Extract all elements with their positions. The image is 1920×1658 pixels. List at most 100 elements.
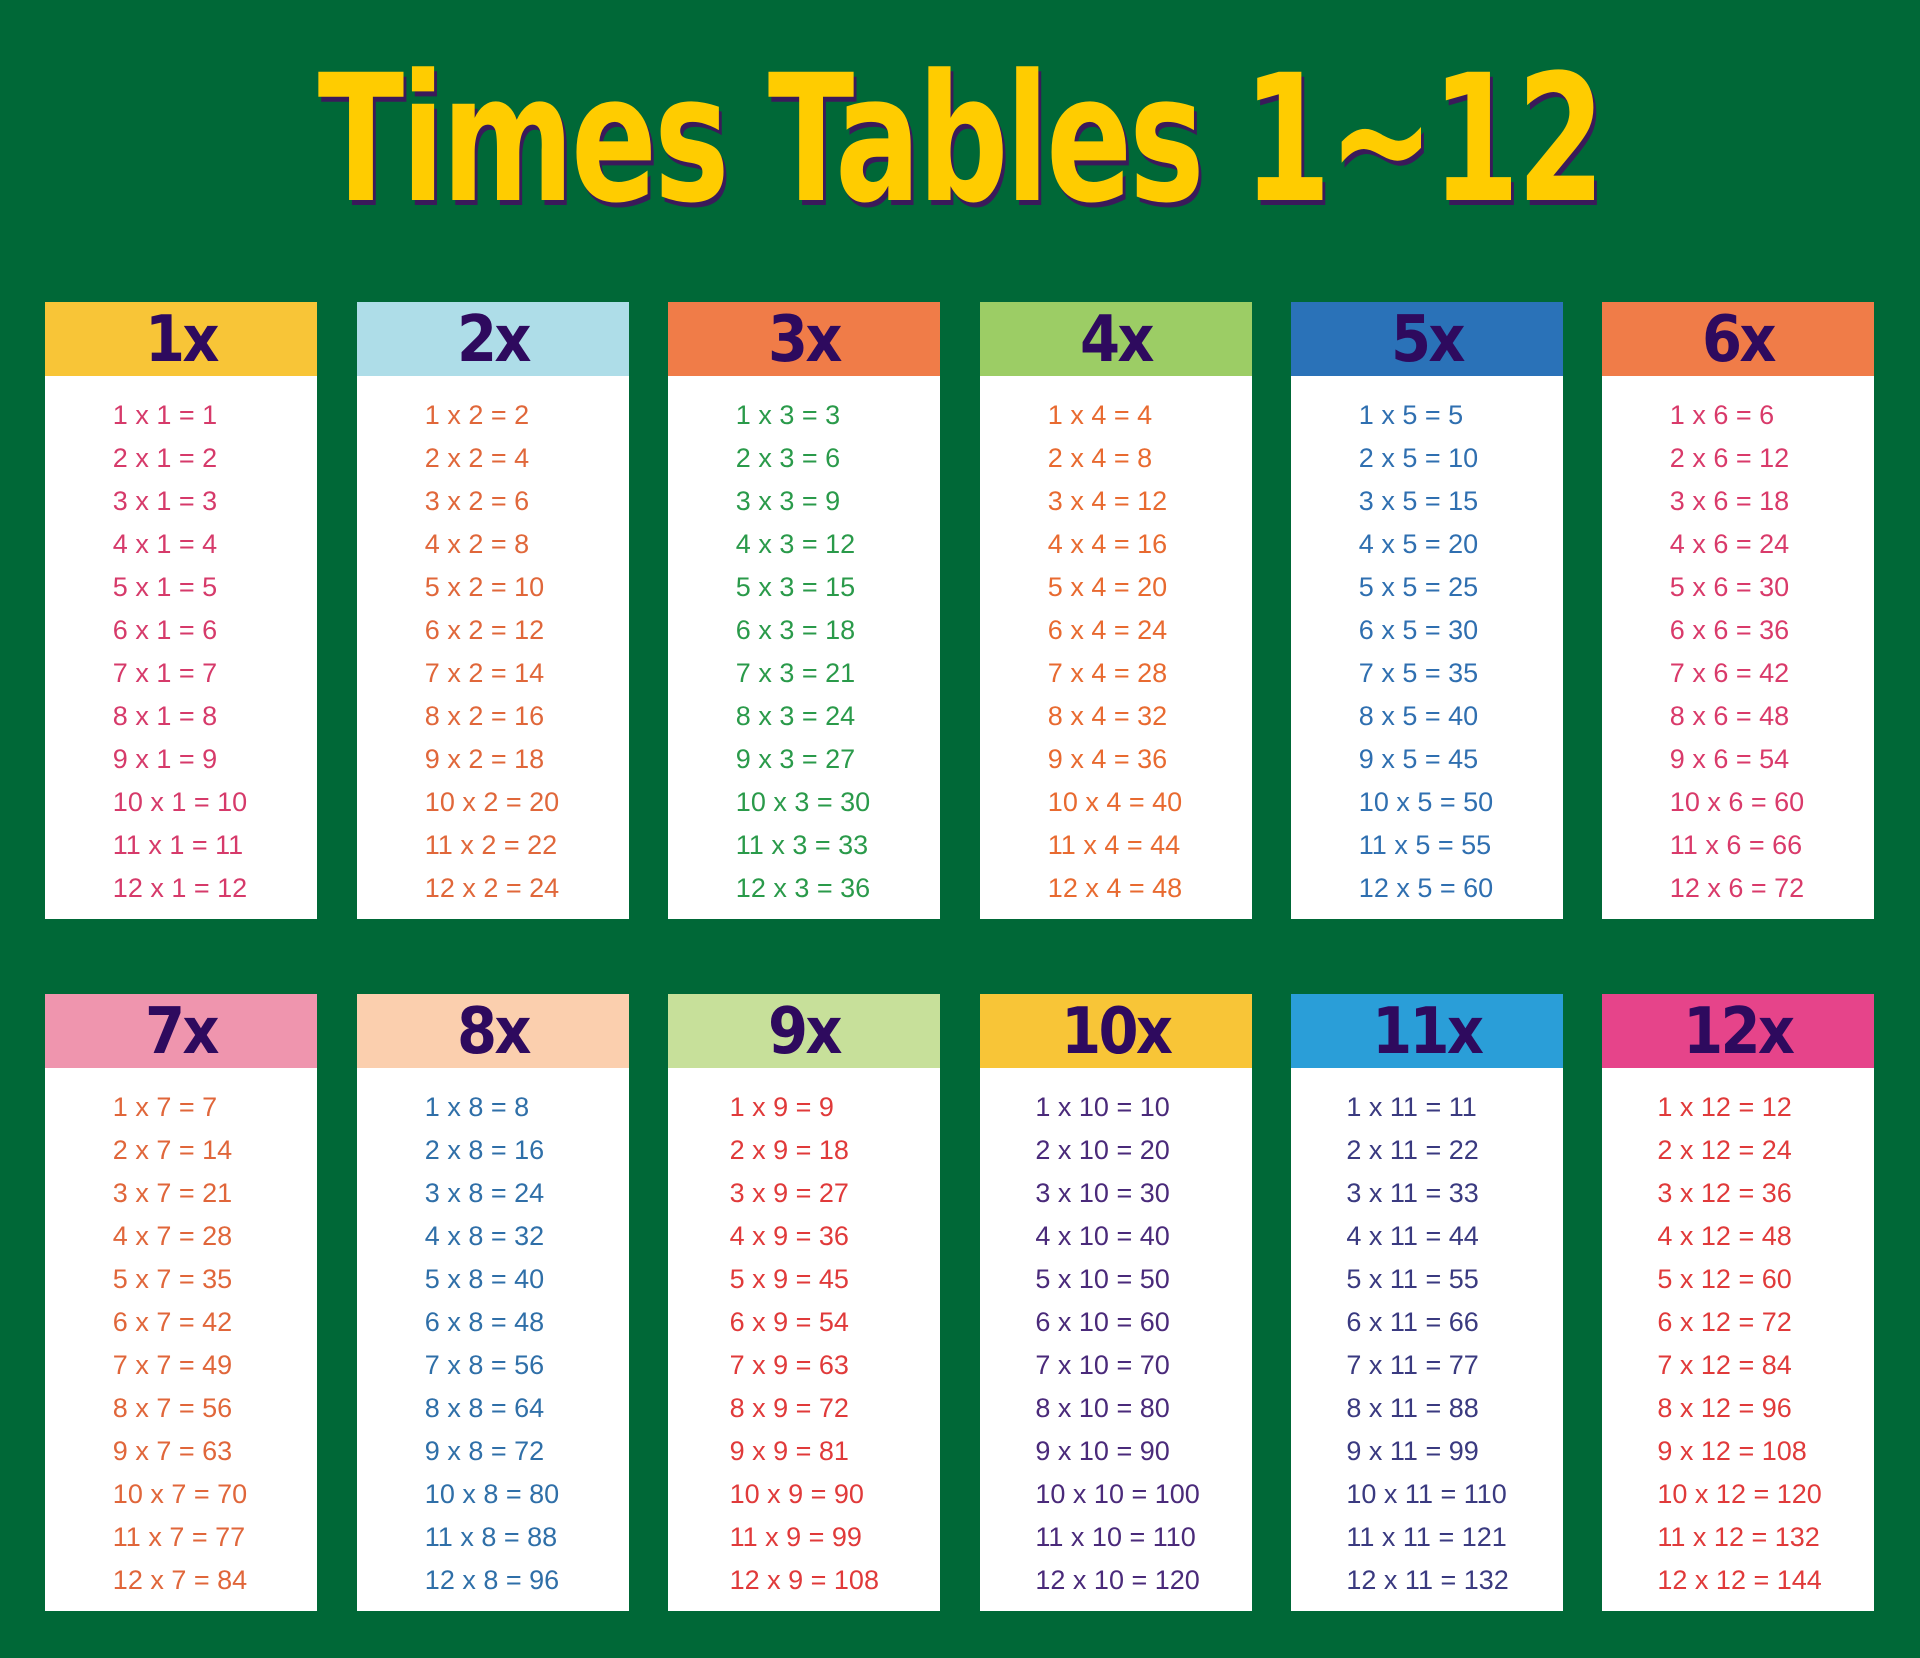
table-row: 2 x 9 = 18 [729,1135,849,1165]
table-row: 9 x 4 = 36 [1047,744,1168,774]
table-row: 12 x 12 = 144 [1657,1565,1822,1595]
table-card-12x: 12x 1 x 12 = 12 2 x 12 = 24 3 x 12 = 36 4 x … [1602,994,1874,1611]
page-title-text: Times Tables 1~12 [317,37,1605,242]
table-row: 2 x 4 = 8 [1047,443,1153,473]
table-row: 5 x 11 = 55 [1346,1264,1479,1294]
table-row: 7 x 11 = 77 [1346,1350,1479,1380]
table-row: 7 x 7 = 49 [112,1350,233,1380]
table-header-label: 3x [768,303,843,377]
table-card-7x: 7x 1 x 7 = 7 2 x 7 = 14 3 x 7 = 21 4 x 7 = 2… [45,994,317,1611]
table-header: 5x [1291,302,1563,377]
table-card-5x: 5x 1 x 5 = 5 2 x 5 = 10 3 x 5 = 15 4 x 5 = 2… [1291,302,1563,919]
table-row: 2 x 1 = 2 [112,443,218,473]
table-row: 10 x 1 = 10 [112,787,248,817]
table-row: 5 x 4 = 20 [1047,572,1168,602]
table-rows: 1 x 11 = 11 2 x 11 = 22 3 x 11 = 33 4 x 11 … [1291,1068,1563,1602]
table-rows: 1 x 3 = 3 2 x 3 = 6 3 x 3 = 9 4 x 3 = 12 5 x… [668,376,940,910]
table-row: 11 x 11 = 121 [1346,1522,1507,1552]
table-row: 10 x 7 = 70 [112,1479,248,1509]
table-row: 3 x 3 = 9 [735,486,841,516]
table-row: 5 x 8 = 40 [424,1264,545,1294]
table-row: 1 x 8 = 8 [424,1092,530,1122]
table-header-label: 1x [145,303,220,377]
table-row: 5 x 1 = 5 [112,572,218,602]
table-row: 7 x 8 = 56 [424,1350,545,1380]
table-row: 2 x 6 = 12 [1669,443,1790,473]
table-row: 12 x 10 = 120 [1035,1565,1200,1595]
table-card-8x: 8x 1 x 8 = 8 2 x 8 = 16 3 x 8 = 24 4 x 8 = 3… [357,994,629,1611]
table-row: 1 x 2 = 2 [424,400,530,430]
table-row: 6 x 7 = 42 [112,1307,233,1337]
table-row: 8 x 8 = 64 [424,1393,545,1423]
table-row: 12 x 2 = 24 [424,873,560,903]
table-row: 2 x 3 = 6 [735,443,841,473]
table-row: 12 x 6 = 72 [1669,873,1805,903]
table-rows: 1 x 9 = 9 2 x 9 = 18 3 x 9 = 27 4 x 9 = 36 5… [668,1068,940,1602]
table-header-label: 2x [457,303,532,377]
table-row: 7 x 10 = 70 [1035,1350,1170,1380]
table-card-3x: 3x 1 x 3 = 3 2 x 3 = 6 3 x 3 = 9 4 x 3 = 12 5… [668,302,940,919]
table-rows: 1 x 10 = 10 2 x 10 = 20 3 x 10 = 30 4 x 10 … [980,1068,1252,1602]
table-row: 7 x 4 = 28 [1047,658,1168,688]
table-row: 8 x 4 = 32 [1047,701,1168,731]
table-row: 6 x 11 = 66 [1346,1307,1479,1337]
table-row: 3 x 6 = 18 [1669,486,1790,516]
table-header: 12x [1602,994,1874,1069]
table-header: 1x [45,302,317,377]
table-row: 6 x 9 = 54 [729,1307,849,1337]
table-row: 7 x 12 = 84 [1657,1350,1792,1380]
page-title: Times Tables 1~12 [0,40,1920,240]
table-card-4x: 4x 1 x 4 = 4 2 x 4 = 8 3 x 4 = 12 4 x 4 = 16… [980,302,1252,919]
table-row: 1 x 7 = 7 [112,1092,218,1122]
table-row: 10 x 10 = 100 [1035,1479,1200,1509]
table-rows: 1 x 1 = 1 2 x 1 = 2 3 x 1 = 3 4 x 1 = 4 5 x … [45,376,317,910]
table-header-label: 7x [145,995,220,1069]
table-row: 8 x 3 = 24 [735,701,856,731]
table-row: 9 x 2 = 18 [424,744,545,774]
table-row: 4 x 10 = 40 [1035,1221,1170,1251]
table-row: 10 x 4 = 40 [1047,787,1183,817]
table-rows: 1 x 4 = 4 2 x 4 = 8 3 x 4 = 12 4 x 4 = 16 5 … [980,376,1252,910]
table-row: 8 x 11 = 88 [1346,1393,1479,1423]
table-row: 4 x 11 = 44 [1346,1221,1479,1251]
table-card-2x: 2x 1 x 2 = 2 2 x 2 = 4 3 x 2 = 6 4 x 2 = 8 5 … [357,302,629,919]
table-row: 12 x 5 = 60 [1358,873,1494,903]
table-row: 10 x 12 = 120 [1657,1479,1822,1509]
table-row: 12 x 9 = 108 [729,1565,879,1595]
table-row: 5 x 9 = 45 [729,1264,849,1294]
table-row: 8 x 7 = 56 [112,1393,233,1423]
table-header: 11x [1291,994,1563,1069]
table-row: 3 x 9 = 27 [729,1178,849,1208]
table-row: 2 x 12 = 24 [1657,1135,1792,1165]
table-row: 11 x 4 = 44 [1047,830,1181,860]
table-row: 8 x 10 = 80 [1035,1393,1170,1423]
table-row: 6 x 10 = 60 [1035,1307,1170,1337]
table-row: 9 x 3 = 27 [735,744,856,774]
table-row: 6 x 2 = 12 [424,615,545,645]
table-row: 11 x 9 = 99 [729,1522,862,1552]
table-row: 3 x 7 = 21 [112,1178,233,1208]
table-row: 4 x 2 = 8 [424,529,530,559]
table-row: 7 x 3 = 21 [735,658,856,688]
table-row: 4 x 7 = 28 [112,1221,233,1251]
table-row: 2 x 8 = 16 [424,1135,545,1165]
table-row: 6 x 1 = 6 [112,615,218,645]
table-header-label: 11x [1372,995,1484,1069]
table-row: 8 x 6 = 48 [1669,701,1790,731]
table-row: 5 x 12 = 60 [1657,1264,1792,1294]
table-row: 11 x 6 = 66 [1669,830,1803,860]
table-header: 9x [668,994,940,1069]
table-row: 8 x 5 = 40 [1358,701,1479,731]
table-row: 11 x 1 = 11 [112,830,244,860]
table-row: 11 x 5 = 55 [1358,830,1492,860]
table-header-label: 10x [1061,995,1173,1069]
table-header: 7x [45,994,317,1069]
table-header-label: 6x [1702,303,1777,377]
table-card-9x: 9x 1 x 9 = 9 2 x 9 = 18 3 x 9 = 27 4 x 9 = 3… [668,994,940,1611]
table-header: 4x [980,302,1252,377]
table-row: 3 x 11 = 33 [1346,1178,1479,1208]
table-row: 10 x 6 = 60 [1669,787,1805,817]
table-rows: 1 x 2 = 2 2 x 2 = 4 3 x 2 = 6 4 x 2 = 8 5 x … [357,376,629,910]
table-row: 7 x 6 = 42 [1669,658,1790,688]
table-row: 1 x 11 = 11 [1346,1092,1477,1122]
